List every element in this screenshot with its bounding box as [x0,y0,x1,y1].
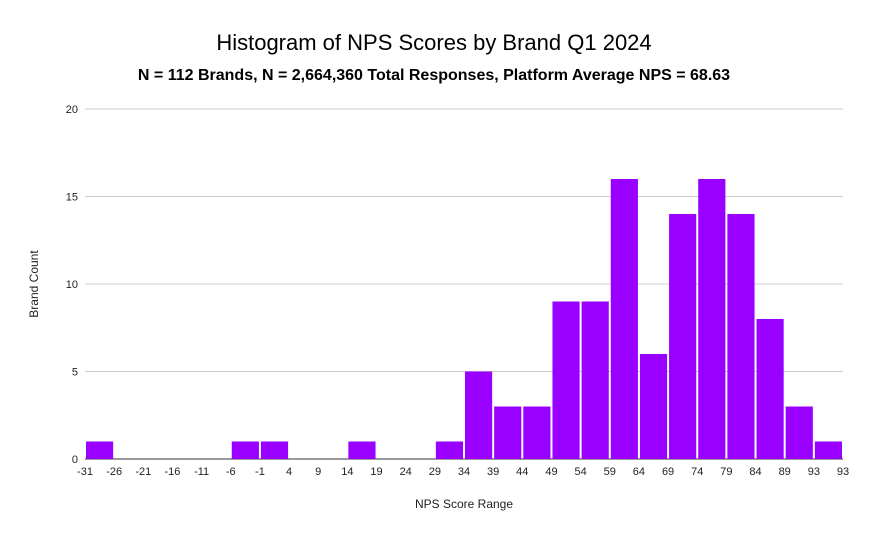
x-tick-label: 24 [400,466,412,478]
histogram-bar [465,371,493,459]
x-tick-label: 9 [315,466,321,478]
x-tick-labels: -31 -26 -21 -16 -11 -6 -1 4 9 14 19 24 29 34 39 44 49 54 5… [77,466,849,478]
y-tick-label: 15 [66,192,78,204]
x-tick-label: 19 [370,466,382,478]
x-tick-label: 39 [487,466,499,478]
x-tick-label: 4 [286,466,292,478]
x-tick-label: 14 [341,466,353,478]
histogram-bar [698,179,726,459]
x-tick-label: 89 [779,466,791,478]
y-axis-label: Brand Count [27,250,41,318]
x-tick-label: 69 [662,466,674,478]
histogram-bar [756,319,784,459]
y-tick-label: 10 [66,279,78,291]
histogram-bar [523,406,551,459]
x-tick-label: 44 [516,466,528,478]
bars [86,179,842,459]
histogram-bar [348,441,376,459]
x-tick-label: 84 [749,466,761,478]
x-tick-label: -26 [106,466,122,478]
y-tick-label: 20 [66,104,78,116]
x-tick-label: 93 [837,466,849,478]
histogram-bar [435,441,463,459]
y-tick-label: 0 [72,454,78,466]
x-tick-label: -16 [165,466,181,478]
histogram-bar [610,179,638,459]
x-tick-label: 93 [808,466,820,478]
x-tick-label: -1 [255,466,265,478]
histogram-bar [581,301,609,459]
histogram-bar [639,354,668,459]
histogram-bar [231,441,259,459]
x-tick-label: 79 [720,466,732,478]
x-tick-label: 49 [545,466,557,478]
x-tick-label: 34 [458,466,470,478]
chart-subtitle: N = 112 Brands, N = 2,664,360 Total Resp… [138,67,730,84]
histogram-bar [494,406,522,459]
y-tick-label: 5 [72,367,78,379]
histogram-bar [669,214,697,459]
histogram-bar [785,406,813,459]
x-tick-label: 64 [633,466,645,478]
y-tick-labels: 0 5 10 15 20 [66,104,78,466]
x-tick-label: -11 [194,466,209,478]
x-tick-label: -6 [226,466,236,478]
x-tick-label: 74 [691,466,703,478]
x-tick-label: 59 [604,466,616,478]
histogram-bar [552,301,580,459]
x-tick-label: -21 [135,466,151,478]
histogram-bar [814,441,842,459]
histogram-bar [260,441,289,459]
histogram-bar [86,441,114,459]
x-tick-label: -31 [77,466,93,478]
x-tick-label: 54 [574,466,586,478]
histogram-bar [727,214,755,459]
x-tick-label: 29 [429,466,441,478]
chart-title: Histogram of NPS Scores by Brand Q1 2024 [216,30,651,55]
x-axis-label: NPS Score Range [415,497,513,511]
